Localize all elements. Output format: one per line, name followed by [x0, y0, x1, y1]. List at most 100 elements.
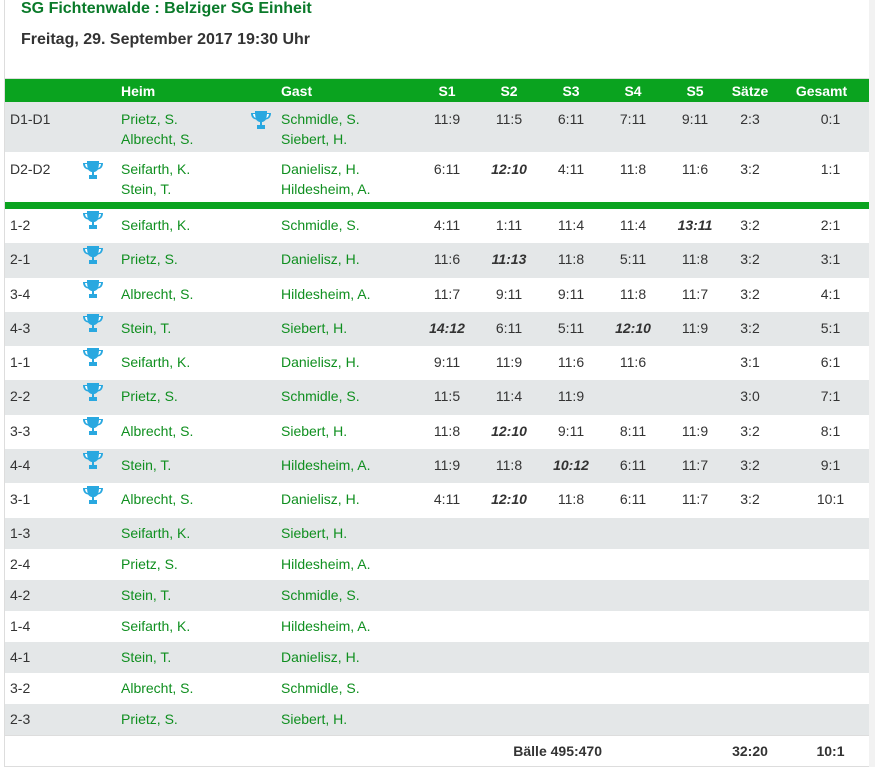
- player-link[interactable]: Seifarth, K.: [121, 524, 191, 541]
- header-s5: S5: [664, 78, 726, 102]
- player-link[interactable]: Prietz, S.: [121, 555, 178, 572]
- set-score-2: [478, 517, 540, 549]
- header-s3: S3: [540, 78, 602, 102]
- match-total: [774, 611, 869, 642]
- set-score-2: 12:10: [491, 491, 527, 508]
- trophy-icon: [82, 159, 104, 186]
- set-score-5: 11:9: [664, 311, 726, 347]
- player-link[interactable]: Danielisz, H.: [281, 251, 360, 268]
- player-cell: Albrecht, S.: [121, 278, 241, 312]
- player-link[interactable]: Seifarth, K.: [121, 617, 191, 634]
- set-score-3: [540, 641, 602, 673]
- empty-cell: [65, 517, 121, 549]
- empty-cell: [241, 311, 281, 347]
- set-score-2: 11:5: [478, 102, 540, 152]
- player-link[interactable]: Hildesheim, A.: [281, 457, 371, 474]
- player-link[interactable]: Schmidle, S.: [281, 586, 360, 603]
- match-name: 2-1: [5, 243, 65, 278]
- player-link[interactable]: Danielisz, H.: [281, 354, 360, 371]
- player-link[interactable]: Hildesheim, A.: [281, 285, 371, 302]
- set-score-5: [664, 380, 726, 415]
- match-total: [774, 579, 869, 611]
- player-link[interactable]: Stein, T.: [121, 586, 172, 603]
- match-row: 3-4 Albrecht, S. Hildesheim, A. 11:7 9:11 9:1…: [5, 278, 869, 312]
- player-link[interactable]: Danielisz, H.: [281, 491, 360, 508]
- set-score-1: [416, 549, 478, 580]
- player-link[interactable]: Stein, T.: [121, 648, 172, 665]
- player-link[interactable]: Schmidle, S.: [281, 217, 360, 233]
- player-cell: Siebert, H.: [281, 311, 416, 347]
- player-link[interactable]: Seifarth, K.: [121, 354, 191, 371]
- player-link[interactable]: Schmidle, S.: [281, 679, 360, 696]
- player-link[interactable]: Albrecht, S.: [121, 679, 194, 696]
- player-link[interactable]: Albrecht, S.: [121, 491, 194, 508]
- header-gesamt: Gesamt: [774, 78, 869, 102]
- player-cell: Seifarth, K.: [121, 611, 241, 642]
- player-link[interactable]: Albrecht, S.: [121, 131, 194, 147]
- player-link[interactable]: Siebert, H.: [281, 524, 348, 541]
- player-link[interactable]: Schmidle, S.: [281, 111, 360, 127]
- match-name: 3-1: [10, 491, 31, 508]
- match-name: 4-3: [5, 311, 65, 347]
- set-score-3: 5:11: [540, 311, 602, 347]
- player-link[interactable]: Seifarth, K.: [121, 161, 191, 177]
- player-cell: Stein, T.: [121, 311, 241, 347]
- player-link[interactable]: Siebert, H.: [281, 131, 348, 147]
- player-link[interactable]: Stein, T.: [121, 457, 172, 474]
- set-score-3: [540, 703, 602, 736]
- set-score-3: 11:6: [557, 354, 585, 371]
- player-link[interactable]: Siebert, H.: [281, 422, 348, 439]
- empty-cell: [241, 380, 281, 415]
- player-link[interactable]: Danielisz, H.: [281, 648, 360, 665]
- player-link[interactable]: Schmidle, S.: [281, 388, 360, 405]
- match-total-sum: 10:1: [774, 734, 869, 767]
- player-cell: Danielisz, H.: [281, 483, 416, 517]
- match-row: 1-3 Seifarth, K. Siebert, H.: [5, 517, 869, 549]
- player-link[interactable]: Hildesheim, A.: [281, 181, 371, 197]
- player-cell: Danielisz, H.: [281, 641, 416, 673]
- match-total: [774, 641, 869, 673]
- sets-result: [726, 611, 774, 642]
- set-score-5: 13:11: [677, 217, 713, 233]
- player-link[interactable]: Stein, T.: [121, 319, 172, 336]
- set-score-5: [664, 517, 726, 549]
- match-row: 4-2 Stein, T. Schmidle, S.: [5, 579, 869, 611]
- player-link[interactable]: Siebert, H.: [281, 319, 348, 336]
- player-link[interactable]: Hildesheim, A.: [281, 555, 371, 572]
- sets-result: 3:2: [726, 311, 774, 347]
- match-date: Freitag, 29. September 2017 19:30 Uhr: [21, 31, 311, 48]
- player-cell: Schmidle, S.: [281, 209, 416, 243]
- player-link[interactable]: Prietz, S.: [121, 710, 178, 727]
- player-link[interactable]: Stein, T.: [121, 181, 172, 197]
- section-divider: [5, 202, 869, 209]
- results-table: Heim Gast S1 S2 S3 S4 S5 Sätze Gesamt D1…: [5, 78, 869, 767]
- match-total: 10:1: [816, 491, 845, 508]
- player-cell: Siebert, H.: [281, 517, 416, 549]
- player-link[interactable]: Albrecht, S.: [121, 285, 194, 302]
- match-total: 8:1: [820, 422, 841, 439]
- set-score-2: 12:10: [491, 422, 527, 439]
- player-link[interactable]: Albrecht, S.: [121, 422, 194, 439]
- player-link[interactable]: Siebert, H.: [281, 710, 348, 727]
- set-score-5: 11:7: [681, 285, 709, 302]
- match-name: 2-2: [5, 380, 65, 415]
- set-score-3: [540, 611, 602, 642]
- player-link[interactable]: Danielisz, H.: [281, 161, 360, 177]
- empty-cell: [241, 641, 281, 673]
- empty-cell: [241, 703, 281, 736]
- set-score-2: [478, 611, 540, 642]
- player-link[interactable]: Hildesheim, A.: [281, 617, 371, 634]
- player-link[interactable]: Seifarth, K.: [121, 217, 191, 233]
- empty-cell: [65, 611, 121, 642]
- sets-result: [726, 641, 774, 673]
- player-link[interactable]: Prietz, S.: [121, 251, 178, 268]
- set-score-2: 11:9: [495, 354, 523, 371]
- match-name: 4-1: [5, 641, 65, 673]
- match-row: 4-4 Stein, T. Hildesheim, A. 11:9 11:8 10:12 6…: [5, 449, 869, 484]
- match-total: 7:1: [774, 380, 869, 415]
- player-link[interactable]: Prietz, S.: [121, 111, 178, 127]
- set-score-4: [602, 703, 664, 736]
- match-title: SG Fichtenwalde : Belziger SG Einheit: [21, 0, 312, 17]
- match-name: 2-4: [10, 555, 31, 572]
- player-link[interactable]: Prietz, S.: [121, 388, 178, 405]
